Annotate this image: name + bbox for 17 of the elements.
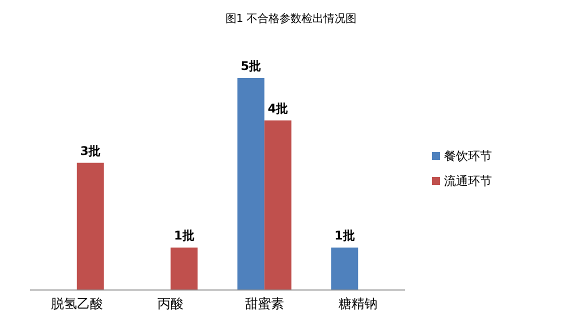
- x-tick-label: 脱氢乙酸: [50, 297, 103, 312]
- bar: [76, 162, 104, 290]
- data-label: 5批: [240, 59, 262, 73]
- legend-label: 流通环节: [444, 174, 492, 188]
- x-tick-label: 丙酸: [158, 297, 184, 312]
- bar: [237, 78, 264, 290]
- x-tick-label: 甜蜜素: [244, 296, 284, 312]
- legend-label: 餐饮环节: [444, 149, 492, 163]
- bar: [264, 120, 292, 290]
- data-label: 3批: [80, 144, 101, 158]
- bar: [331, 248, 358, 290]
- data-label: 1批: [334, 228, 355, 243]
- data-label: 1批: [174, 228, 194, 243]
- bar: [170, 248, 198, 290]
- chart-title: 图1 不合格参数检出情况图: [225, 12, 357, 25]
- x-tick-label: 糖精钠: [338, 297, 378, 312]
- data-label: 4批: [268, 101, 288, 116]
